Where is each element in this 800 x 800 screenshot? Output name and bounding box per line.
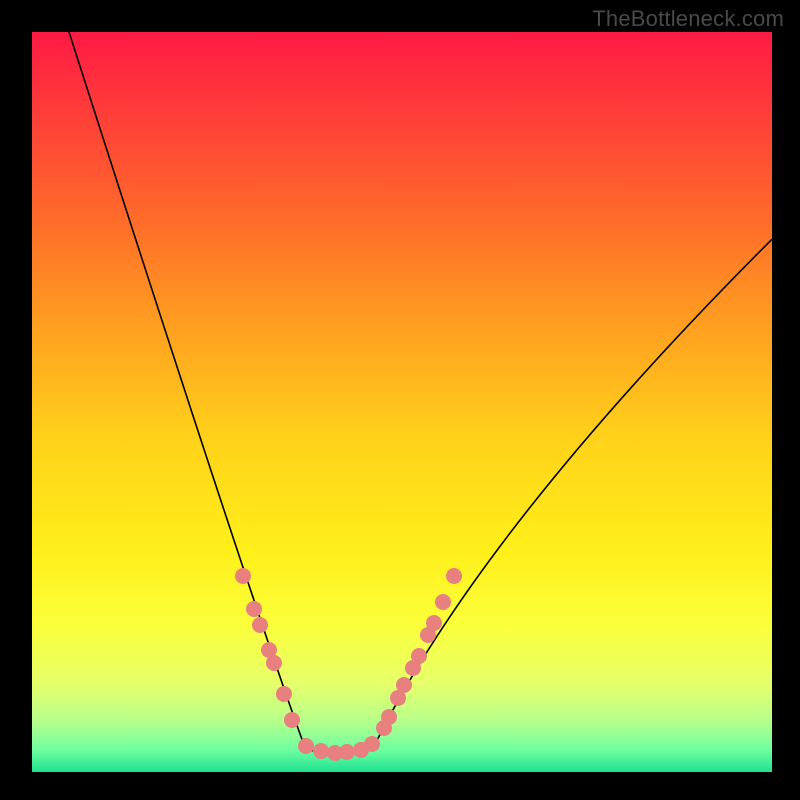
canvas-frame: TheBottleneck.com — [0, 0, 800, 800]
data-marker — [364, 736, 380, 752]
data-marker — [252, 617, 268, 633]
data-marker — [435, 594, 451, 610]
data-markers-layer — [32, 32, 772, 772]
data-marker — [381, 709, 397, 725]
data-marker — [446, 568, 462, 584]
watermark-text: TheBottleneck.com — [592, 6, 784, 32]
data-marker — [396, 677, 412, 693]
data-marker — [313, 743, 329, 759]
data-marker — [246, 601, 262, 617]
data-marker — [298, 738, 314, 754]
data-marker — [266, 655, 282, 671]
data-marker — [339, 744, 355, 760]
data-marker — [276, 686, 292, 702]
plot-area — [32, 32, 772, 772]
data-marker — [235, 568, 251, 584]
data-marker — [426, 615, 442, 631]
data-marker — [284, 712, 300, 728]
data-marker — [411, 648, 427, 664]
